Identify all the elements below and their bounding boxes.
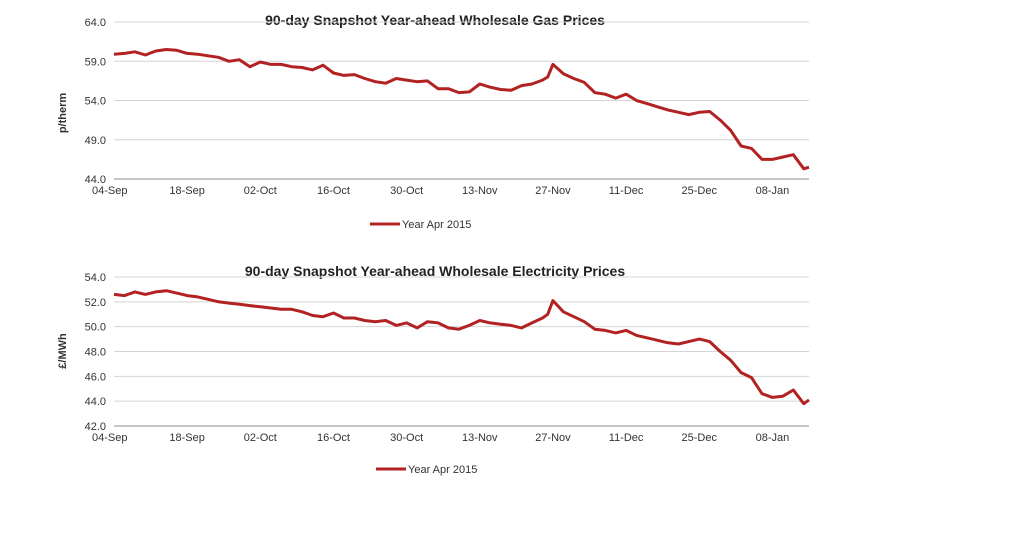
- x-tick-label: 18-Sep: [169, 432, 204, 444]
- y-tick-label: 42.0: [85, 421, 106, 433]
- x-tick-label: 02-Oct: [244, 432, 277, 444]
- legend-label: Year Apr 2015: [402, 219, 471, 231]
- y-tick-label: 46.0: [85, 371, 106, 383]
- electricity-price-chart: 90-day Snapshot Year-ahead Wholesale Ele…: [57, 263, 810, 476]
- legend: Year Apr 2015: [376, 464, 477, 476]
- y-tick-labels: 54.0 52.0 50.0 48.0 46.0 44.0 42.0: [85, 272, 106, 433]
- legend: Year Apr 2015: [370, 219, 471, 231]
- y-tick-label: 54.0: [85, 96, 106, 108]
- y-axis-label: p/therm: [57, 93, 69, 134]
- x-tick-label: 08-Jan: [756, 185, 790, 197]
- y-tick-label: 50.0: [85, 322, 106, 334]
- x-tick-label: 16-Oct: [317, 432, 350, 444]
- x-tick-label: 04-Sep: [92, 432, 127, 444]
- x-tick-labels: 04-Sep 18-Sep 02-Oct 16-Oct 30-Oct 13-Nov 27-N…: [92, 432, 789, 444]
- x-tick-label: 04-Sep: [92, 185, 127, 197]
- x-tick-label: 02-Oct: [244, 185, 277, 197]
- x-tick-label: 30-Oct: [390, 432, 423, 444]
- chart-title: 90-day Snapshot Year-ahead Wholesale Gas…: [265, 12, 605, 28]
- y-tick-label: 48.0: [85, 347, 106, 359]
- series-line-year-apr-2015: [113, 48, 810, 171]
- x-tick-label: 11-Dec: [609, 432, 644, 444]
- x-tick-label: 25-Dec: [682, 432, 718, 444]
- x-tick-label: 27-Nov: [535, 185, 571, 197]
- y-tick-label: 44.0: [85, 174, 106, 186]
- x-tick-label: 25-Dec: [682, 185, 718, 197]
- chart-title: 90-day Snapshot Year-ahead Wholesale Ele…: [245, 263, 625, 279]
- y-tick-label: 59.0: [85, 56, 106, 68]
- x-tick-label: 18-Sep: [169, 185, 204, 197]
- x-tick-label: 13-Nov: [462, 185, 498, 197]
- y-tick-label: 64.0: [85, 17, 106, 29]
- y-tick-label: 54.0: [85, 272, 106, 284]
- y-tick-labels: 64.0 59.0 54.0 49.0 44.0: [85, 17, 106, 186]
- x-tick-label: 11-Dec: [609, 185, 644, 197]
- x-tick-label: 30-Oct: [390, 185, 423, 197]
- y-tick-label: 49.0: [85, 135, 106, 147]
- x-tick-label: 16-Oct: [317, 185, 350, 197]
- x-tick-label: 08-Jan: [756, 432, 790, 444]
- legend-label: Year Apr 2015: [408, 464, 477, 476]
- y-tick-label: 52.0: [85, 297, 106, 309]
- x-tick-label: 27-Nov: [535, 432, 571, 444]
- gas-price-chart: 90-day Snapshot Year-ahead Wholesale Gas…: [57, 12, 810, 231]
- y-tick-label: 44.0: [85, 396, 106, 408]
- x-tick-label: 13-Nov: [462, 432, 498, 444]
- grid-lines: [114, 276, 809, 402]
- x-tick-labels: 04-Sep 18-Sep 02-Oct 16-Oct 30-Oct 13-Nov 27-N…: [92, 185, 789, 197]
- series-line-year-apr-2015: [113, 289, 810, 406]
- y-axis-label: £/MWh: [57, 333, 69, 369]
- grid-lines: [114, 21, 809, 141]
